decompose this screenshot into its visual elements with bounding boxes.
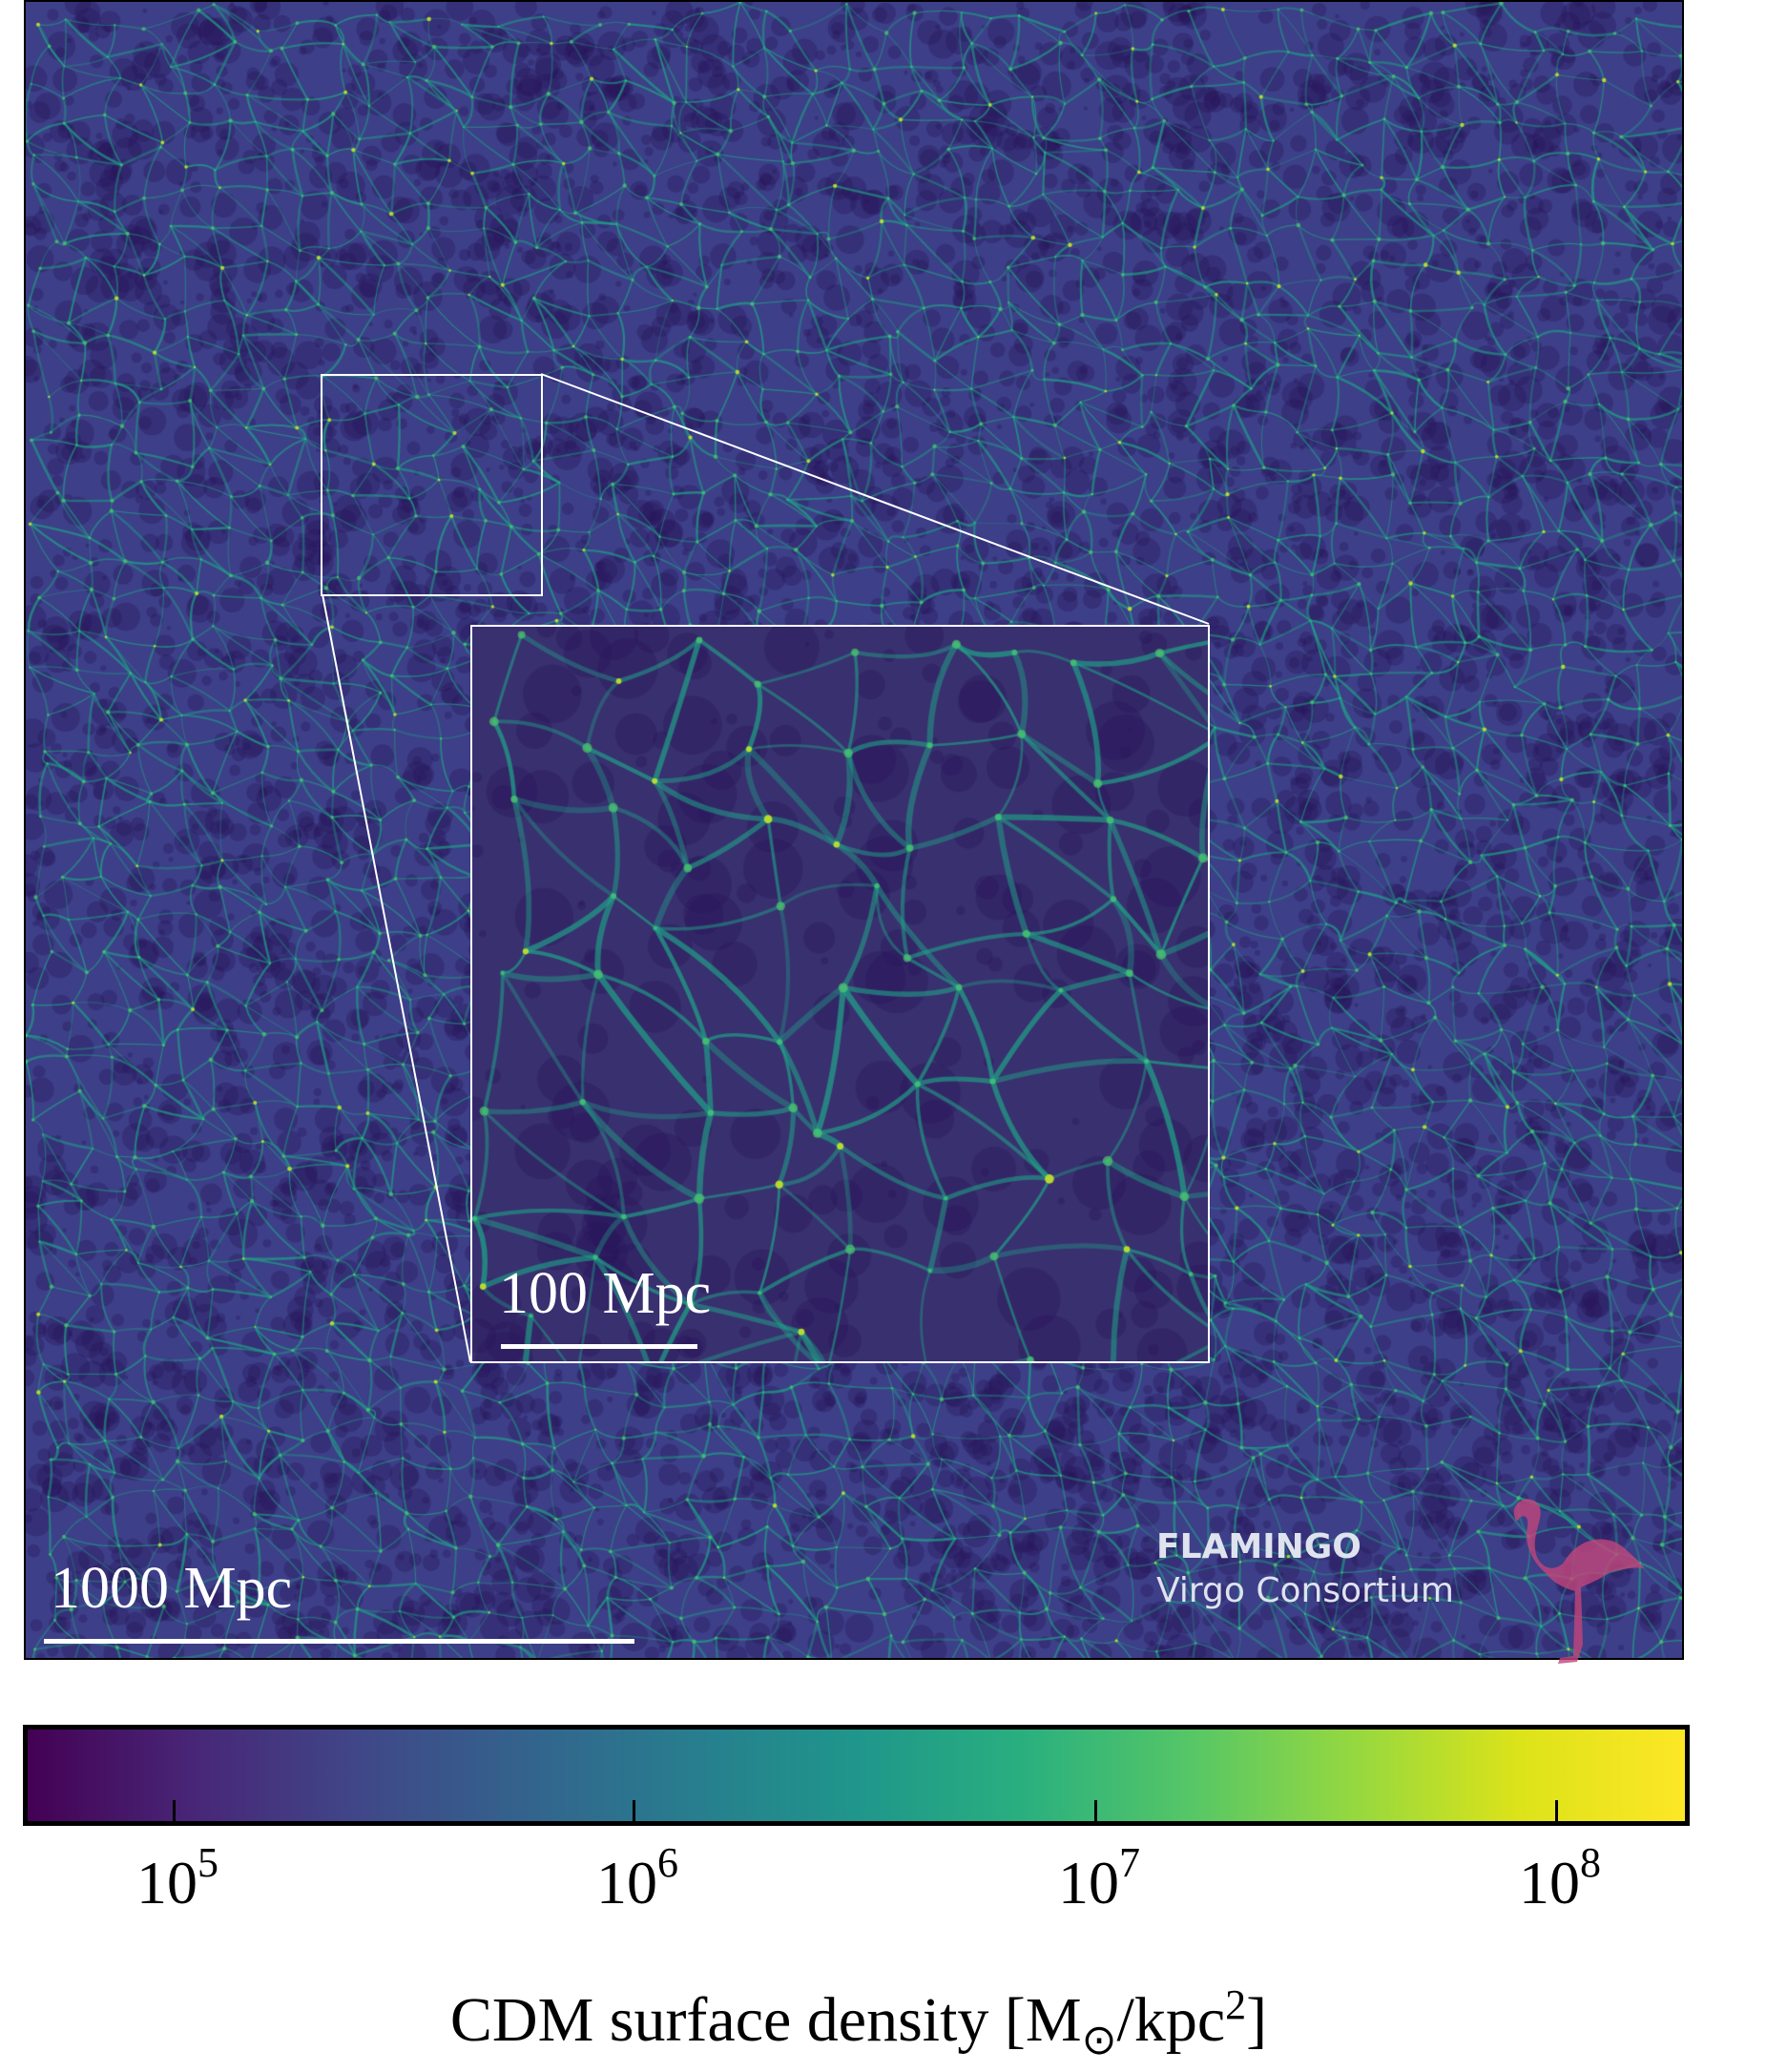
colorbar-tick (173, 1800, 176, 1821)
inset-cosmic-web-image (472, 627, 1208, 1361)
colorbar-tick (1094, 1800, 1097, 1821)
colorbar-tick-label: 106 (596, 1839, 678, 1917)
inset-scale-bar (501, 1344, 697, 1349)
zoom-connector-line (540, 373, 1210, 625)
colorbar-tick (1555, 1800, 1558, 1821)
main-scale-label: 1000 Mpc (51, 1556, 293, 1621)
zoom-connector-line (322, 593, 471, 1363)
colorbar-tick-label: 105 (136, 1839, 218, 1917)
main-scale-bar (44, 1639, 634, 1644)
colorbar-tick-label: 108 (1519, 1839, 1601, 1917)
inset-scale-label: 100 Mpc (499, 1261, 712, 1326)
watermark-subtitle: Virgo Consortium (1156, 1571, 1454, 1610)
colorbar-tick (633, 1800, 635, 1821)
flamingo-logo-icon (1513, 1499, 1644, 1664)
watermark-title: FLAMINGO (1156, 1527, 1361, 1566)
zoom-connector-lines (322, 373, 1210, 1363)
zoom-source-box (321, 374, 543, 596)
colorbar (23, 1725, 1690, 1826)
colorbar-label: CDM surface density [M⊙/kpc2] (449, 1981, 1268, 2064)
zoom-inset: 100 Mpc (470, 625, 1210, 1363)
colorbar-tick-label: 107 (1058, 1839, 1140, 1917)
density-map: 100 Mpc 1000 Mpc (24, 0, 1684, 1660)
